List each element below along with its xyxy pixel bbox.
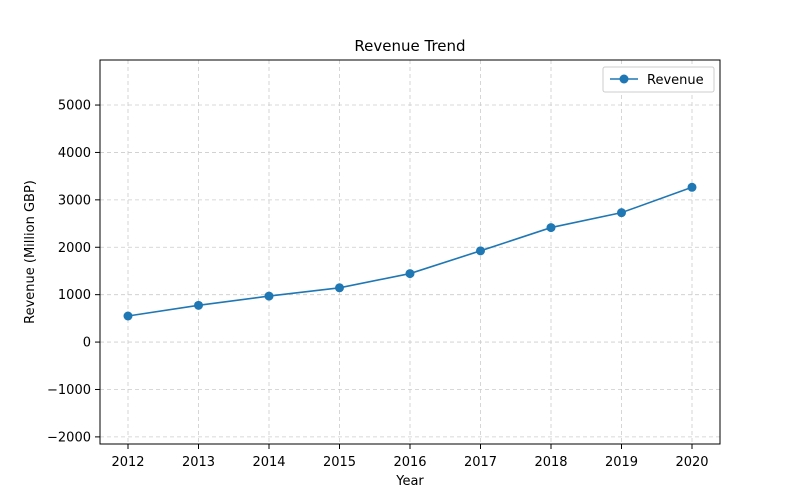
x-tick-label: 2016 xyxy=(393,455,426,470)
data-point xyxy=(264,291,274,301)
data-point xyxy=(405,269,415,279)
y-tick-label: 0 xyxy=(83,336,91,351)
y-tick-label: 5000 xyxy=(58,99,91,114)
x-tick-label: 2018 xyxy=(534,455,567,470)
x-tick-label: 2014 xyxy=(252,455,285,470)
x-tick-label: 2017 xyxy=(464,455,497,470)
y-tick-label: 3000 xyxy=(58,193,91,208)
data-point xyxy=(687,182,697,192)
data-point xyxy=(335,283,344,293)
data-point xyxy=(194,300,203,310)
x-tick-label: 2013 xyxy=(182,455,215,470)
y-tick-label: 4000 xyxy=(58,146,91,161)
data-point xyxy=(617,208,626,218)
y-tick-label: −1000 xyxy=(47,383,91,398)
legend: Revenue xyxy=(602,66,715,93)
y-tick-label: 1000 xyxy=(58,288,91,303)
axis-ticks: 2012 2013 2014 2015 2016 2017 2018 2019 2020 −200… xyxy=(47,99,709,470)
data-point xyxy=(476,246,485,256)
chart-title: Revenue Trend xyxy=(354,37,465,55)
y-axis-title: Revenue (Million GBP) xyxy=(23,180,38,324)
x-axis-title: Year xyxy=(395,474,424,489)
legend-label: Revenue xyxy=(647,73,704,88)
x-tick-label: 2015 xyxy=(323,455,356,470)
y-tick-label: −2000 xyxy=(47,430,91,445)
grid xyxy=(100,60,720,444)
x-tick-label: 2019 xyxy=(605,455,638,470)
y-tick-label: 2000 xyxy=(58,241,91,256)
legend-marker xyxy=(619,74,629,84)
data-point xyxy=(546,223,556,233)
series-layer xyxy=(123,182,697,321)
legend-box xyxy=(602,66,715,93)
x-tick-label: 2012 xyxy=(111,455,144,470)
data-point xyxy=(123,311,133,321)
x-tick-label: 2020 xyxy=(675,455,708,470)
